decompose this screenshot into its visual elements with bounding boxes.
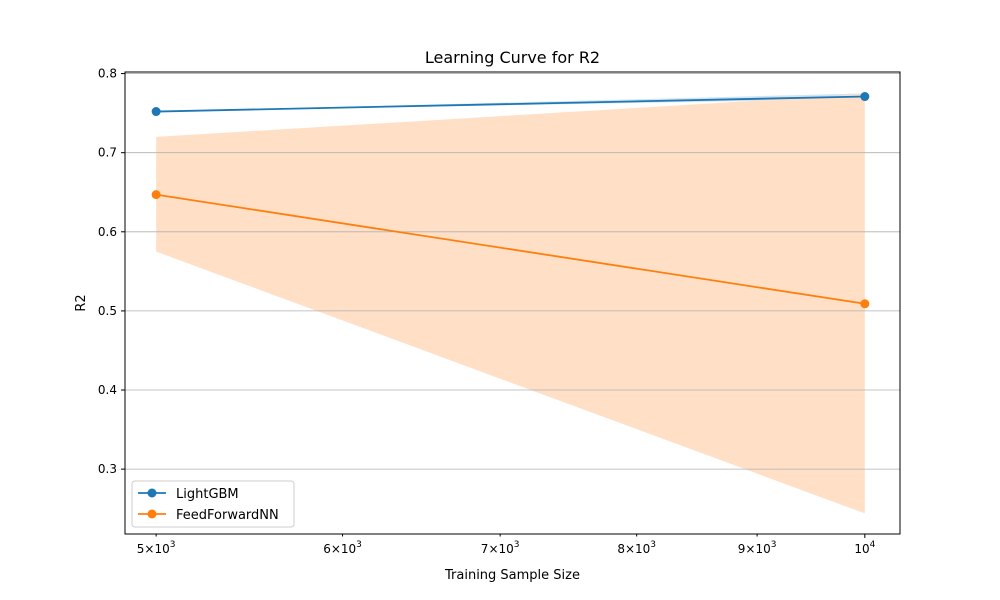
x-tick-base: 10 — [635, 542, 650, 556]
series-lines — [156, 95, 865, 305]
series-line-feedforwardnn — [156, 193, 865, 305]
x-tick-mantissa: 9 — [738, 542, 746, 556]
x-tick-label: 104 — [854, 540, 875, 556]
x-tick-label: 5×103 — [137, 540, 176, 556]
x-tick-mantissa: 7 — [481, 542, 489, 556]
x-tick-exponent: 3 — [170, 540, 176, 550]
x-tick-base: 10 — [154, 542, 169, 556]
x-tick-times: × — [331, 542, 341, 556]
x-tick-exponent: 3 — [514, 540, 520, 550]
data-point-lightgbm — [860, 92, 870, 102]
y-axis-label: R2 — [74, 294, 89, 311]
y-tick-label: 0.4 — [98, 383, 117, 397]
x-axis-ticks: 5×103 6×103 7×103 8×103 9×103 104 — [137, 534, 876, 556]
x-tick-label: 7×103 — [481, 540, 520, 556]
data-point-lightgbm — [151, 107, 161, 117]
legend-marker — [147, 488, 157, 498]
series-markers — [151, 92, 870, 309]
confidence-band-feedforwardnn — [156, 94, 865, 514]
x-tick-times: × — [488, 542, 498, 556]
x-tick-times: × — [625, 542, 635, 556]
x-tick-label: 9×103 — [738, 540, 777, 556]
x-tick-exponent: 3 — [650, 540, 656, 550]
series-line-lightgbm — [156, 95, 865, 113]
x-tick-mantissa: 5 — [137, 542, 145, 556]
x-tick-label: 6×103 — [323, 540, 362, 556]
legend: LightGBM FeedForwardNN — [131, 480, 295, 528]
x-tick-times: × — [745, 542, 755, 556]
x-tick-mantissa: 6 — [323, 542, 331, 556]
x-tick-base: 10 — [341, 542, 356, 556]
y-tick-label: 0.3 — [98, 462, 117, 476]
legend-label: LightGBM — [176, 487, 239, 502]
y-axis-ticks: 0.3 0.4 0.5 0.6 0.7 0.8 — [98, 67, 125, 476]
y-tick-label: 0.8 — [98, 67, 117, 81]
y-tick-label: 0.7 — [98, 146, 117, 160]
x-tick-base: 10 — [755, 542, 770, 556]
plot-frame — [124, 71, 901, 535]
x-tick-exponent: 4 — [870, 540, 876, 550]
x-tick-base: 10 — [499, 542, 514, 556]
x-tick-times: × — [144, 542, 154, 556]
legend-marker — [147, 509, 157, 519]
x-tick-exponent: 3 — [771, 540, 777, 550]
x-tick-base: 10 — [854, 542, 869, 556]
x-tick-label: 8×103 — [617, 540, 656, 556]
y-tick-label: 0.5 — [98, 304, 117, 318]
y-tick-label: 0.6 — [98, 225, 117, 239]
data-point-feedforwardnn — [151, 190, 161, 200]
legend-label: FeedForwardNN — [176, 508, 279, 523]
x-axis-label: Training Sample Size — [444, 568, 580, 583]
gridlines — [125, 73, 900, 470]
chart-title: Learning Curve for R2 — [425, 48, 600, 67]
legend-box — [131, 480, 295, 528]
x-tick-exponent: 3 — [356, 540, 362, 550]
data-point-feedforwardnn — [860, 299, 870, 309]
x-tick-mantissa: 8 — [617, 542, 625, 556]
